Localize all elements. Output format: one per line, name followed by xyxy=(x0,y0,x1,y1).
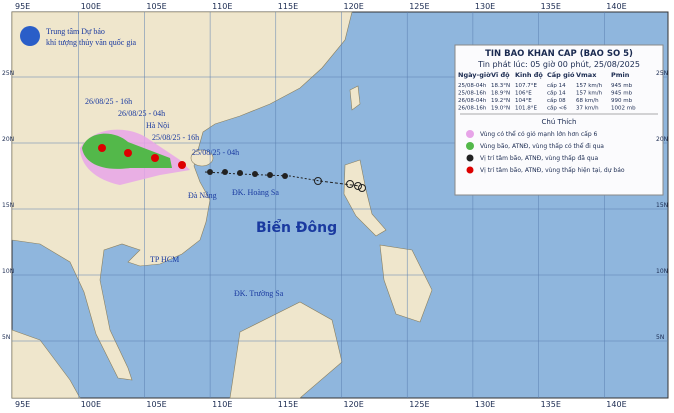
table-header: Cấp gió xyxy=(547,71,575,79)
island: ĐK. Hoàng Sa xyxy=(232,188,279,197)
table-cell: 106°E xyxy=(515,91,532,97)
table-header: Vmax xyxy=(576,71,597,79)
table-cell: 104°E xyxy=(515,98,532,104)
forecast-points xyxy=(98,144,186,169)
table-cell: 1002 mb xyxy=(611,106,636,112)
lon-label: 135E xyxy=(541,2,561,11)
time-label: 26/08/25 - 04h xyxy=(118,109,165,118)
lat-label: 5N xyxy=(656,334,664,341)
sea-name: Biển Đông xyxy=(256,219,337,236)
lon-label: 135E xyxy=(541,400,561,409)
legend-item: Vùng có thể có gió mạnh lớn hơn cấp 6 xyxy=(480,131,598,138)
lon-label: 130E xyxy=(475,2,495,11)
lon-label: 95E xyxy=(15,400,30,409)
agency: Trung tâm Dự báo xyxy=(46,27,105,36)
lat-label: 10N xyxy=(656,268,668,275)
time-label: 25/08/25 - 16h xyxy=(152,133,199,142)
lat-label: 15N xyxy=(2,202,14,209)
table-cell: 18.9°N xyxy=(491,91,510,97)
bulletin-title: TIN BAO KHAN CAP (BAO SO 5) xyxy=(485,49,633,59)
lon-label: 140E xyxy=(606,400,626,409)
table-cell: 19.0°N xyxy=(491,106,510,112)
legend-item: Vị trí tâm bão, ATNĐ, vùng thấp đã qua xyxy=(480,155,599,162)
lat-label: 25N xyxy=(656,70,668,77)
table-cell: 19.2°N xyxy=(491,98,510,104)
lon-label: 110E xyxy=(212,400,232,409)
legend-item: Vùng bão, ATNĐ, vùng thấp có thể đi qua xyxy=(480,143,604,150)
table-cell: cấp <6 xyxy=(547,105,567,112)
legend: Vùng có thể có gió mạnh lớn hơn cấp 6 Vùn… xyxy=(480,131,625,174)
lat-label: 25N xyxy=(2,70,14,77)
lon-label: 140E xyxy=(606,2,626,11)
lon-label: 105E xyxy=(146,2,166,11)
lon-label: 130E xyxy=(475,400,495,409)
lon-label: 115E xyxy=(278,2,298,11)
lat-label: 10N xyxy=(2,268,14,275)
time-label: 26/08/25 - 16h xyxy=(85,97,132,106)
table-cell: 945 mb xyxy=(611,83,633,89)
legend-symbol xyxy=(466,130,474,138)
logo xyxy=(20,26,40,46)
table-cell: 37 km/h xyxy=(576,106,599,112)
info-box xyxy=(454,44,664,196)
lon-label: 115E xyxy=(278,400,298,409)
table-header: Ngày-giờ xyxy=(458,71,491,79)
table-cell: 945 mb xyxy=(611,91,633,97)
table-cell: 990 mb xyxy=(611,98,633,104)
lon-label: 120E xyxy=(344,2,364,11)
table: Ngày-giờ Vĩ độ Kinh độ Cấp gió Vmax Pmin 25/08… xyxy=(458,71,636,112)
lon-label: 125E xyxy=(409,2,429,11)
table-cell: 157 km/h xyxy=(576,91,603,97)
table-cell: 26/08-16h xyxy=(458,106,487,112)
lat-label: 15N xyxy=(656,202,668,209)
table-cell: 157 km/h xyxy=(576,83,603,89)
legend-symbol xyxy=(466,142,474,150)
time-label: 25/08/25 - 04h xyxy=(192,148,239,157)
city: Hà Nội xyxy=(146,121,170,130)
lon-label: 95E xyxy=(15,2,30,11)
city: Đà Nẵng xyxy=(188,191,217,200)
table-header: Vĩ độ xyxy=(491,71,510,79)
lon-label: 100E xyxy=(81,400,101,409)
land xyxy=(11,11,433,399)
table-cell: 25/08-04h xyxy=(458,83,487,89)
table-cell: 68 km/h xyxy=(576,98,599,104)
lon-label: 110E xyxy=(212,2,232,11)
table-cell: 18.3°N xyxy=(491,83,510,89)
lon-label: 125E xyxy=(409,400,429,409)
bulletin-issued: Tin phát lúc: 05 giờ 00 phút, 25/08/2025 xyxy=(477,59,640,69)
island: ĐK. Trường Sa xyxy=(234,289,284,298)
lon-label: 120E xyxy=(344,400,364,409)
table-header: Kinh độ xyxy=(515,71,543,79)
legend-title: Chú Thích xyxy=(542,118,577,126)
lat-label: 5N xyxy=(2,334,10,341)
lat-label: 20N xyxy=(2,136,14,143)
table-cell: 101.8°E xyxy=(515,106,537,112)
legend-symbol xyxy=(466,166,474,174)
legend-symbol xyxy=(466,154,474,162)
table-cell: cấp 14 xyxy=(547,90,566,97)
lon-label: 105E xyxy=(146,400,166,409)
lon-label: 100E xyxy=(81,2,101,11)
agency: khí tượng thủy văn quốc gia xyxy=(46,38,137,47)
legend-item: Vị trí tâm bão, ATNĐ, vùng thấp hiện tại… xyxy=(480,167,625,174)
lat-label: 20N xyxy=(656,136,668,143)
city: TP HCM xyxy=(150,255,179,264)
table-cell: cấp 14 xyxy=(547,82,566,89)
table-cell: 25/08-16h xyxy=(458,91,487,97)
table-cell: 107.7°E xyxy=(515,83,537,89)
past-points xyxy=(207,169,288,179)
table-header: Pmin xyxy=(611,71,630,79)
table-cell: 26/08-04h xyxy=(458,98,487,104)
table-cell: cấp 08 xyxy=(547,97,566,104)
